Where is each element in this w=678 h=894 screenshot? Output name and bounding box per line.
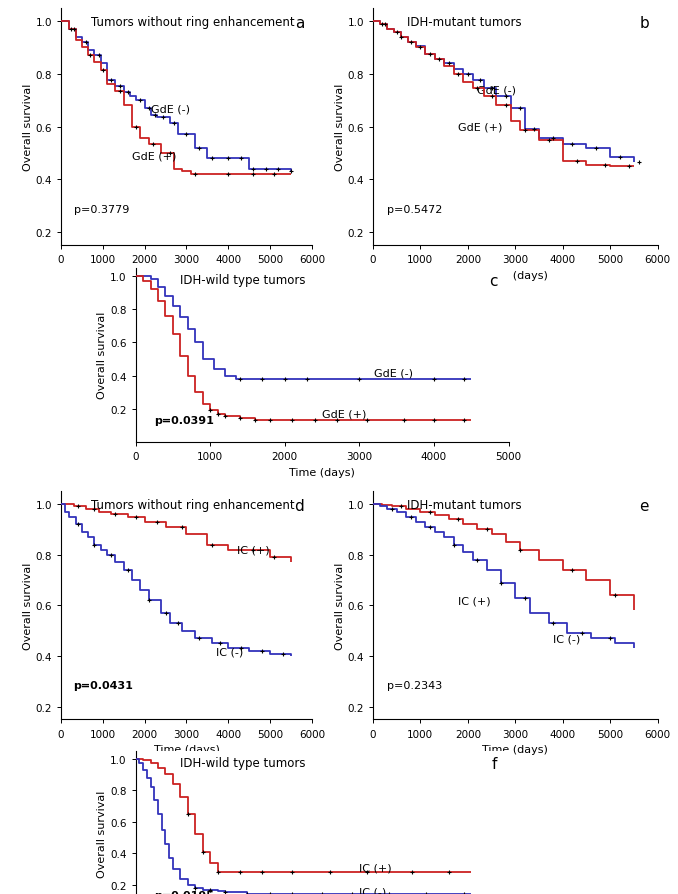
Text: p=0.5472: p=0.5472 <box>387 205 443 215</box>
Y-axis label: Overall survival: Overall survival <box>23 84 33 171</box>
Text: IC (-): IC (-) <box>359 887 386 894</box>
Text: c: c <box>489 274 497 289</box>
Text: IDH-wild type tumors: IDH-wild type tumors <box>180 274 306 286</box>
Text: GdE (+): GdE (+) <box>322 409 366 419</box>
Text: IC (+): IC (+) <box>237 545 269 555</box>
Text: p=0.0391: p=0.0391 <box>155 415 214 426</box>
Text: d: d <box>295 499 304 513</box>
Text: GdE (+): GdE (+) <box>458 122 502 132</box>
Text: a: a <box>295 16 304 31</box>
Text: IC (-): IC (-) <box>553 634 580 644</box>
Text: p=0.0431: p=0.0431 <box>73 680 134 690</box>
X-axis label: Time (days): Time (days) <box>482 744 549 755</box>
Text: IDH-mutant tumors: IDH-mutant tumors <box>407 16 521 29</box>
X-axis label: Time (days): Time (days) <box>482 270 549 281</box>
Y-axis label: Overall survival: Overall survival <box>23 562 33 649</box>
Text: IC (+): IC (+) <box>458 595 491 605</box>
Text: Tumors without ring enhancement: Tumors without ring enhancement <box>91 16 295 29</box>
Text: e: e <box>639 499 649 513</box>
Text: p=0.2343: p=0.2343 <box>387 680 442 690</box>
Y-axis label: Overall survival: Overall survival <box>98 790 107 877</box>
Text: p=0.3779: p=0.3779 <box>73 205 129 215</box>
Text: GdE (-): GdE (-) <box>477 86 517 96</box>
X-axis label: Time (days): Time (days) <box>289 467 355 477</box>
X-axis label: Time (days): Time (days) <box>153 270 220 281</box>
Text: IC (-): IC (-) <box>216 646 243 656</box>
Text: GdE (+): GdE (+) <box>132 151 176 161</box>
Text: GdE (-): GdE (-) <box>374 367 414 378</box>
Text: f: f <box>492 756 497 771</box>
Text: Tumors without ring enhancement: Tumors without ring enhancement <box>91 499 295 511</box>
Text: GdE (-): GdE (-) <box>151 104 190 114</box>
Y-axis label: Overall survival: Overall survival <box>98 312 107 399</box>
Y-axis label: Overall survival: Overall survival <box>335 562 344 649</box>
Text: IDH-wild type tumors: IDH-wild type tumors <box>180 756 306 769</box>
Text: IC (+): IC (+) <box>359 863 392 873</box>
Text: IDH-mutant tumors: IDH-mutant tumors <box>407 499 521 511</box>
Y-axis label: Overall survival: Overall survival <box>335 84 344 171</box>
Text: p=0.0195: p=0.0195 <box>155 890 214 894</box>
Text: b: b <box>639 16 649 31</box>
X-axis label: Time (days): Time (days) <box>153 744 220 755</box>
